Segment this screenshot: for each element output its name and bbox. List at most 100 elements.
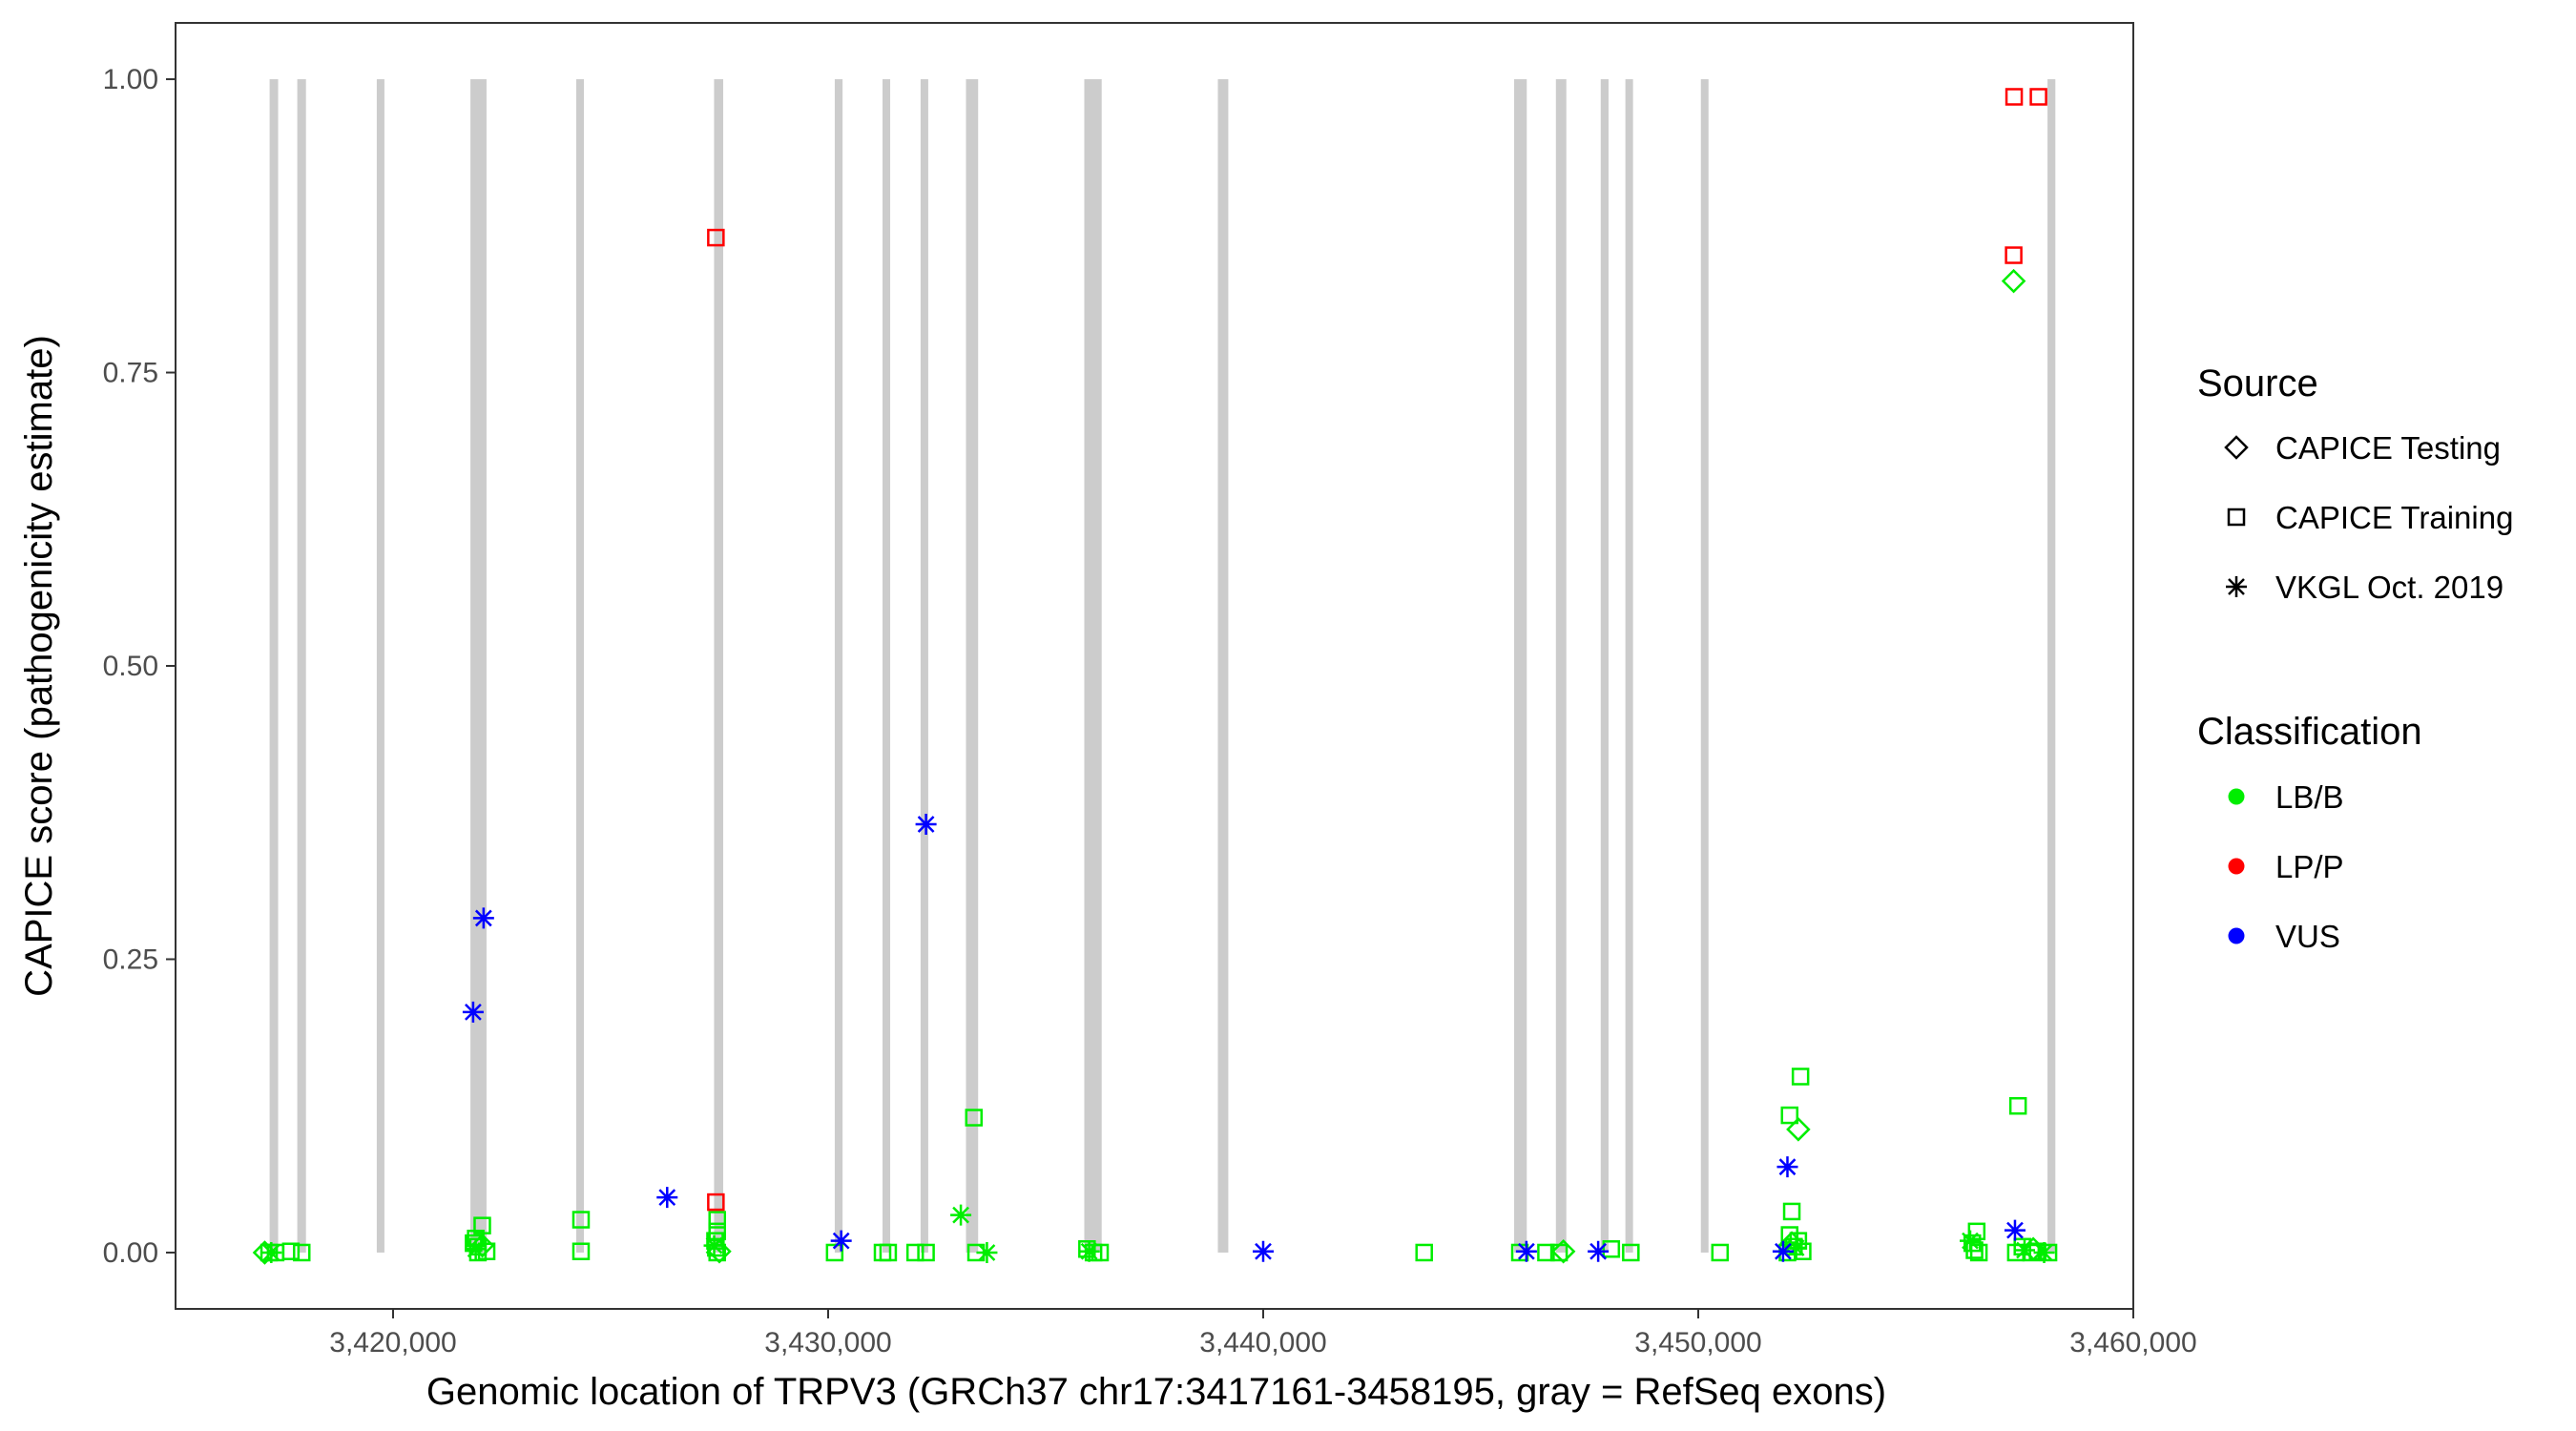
exon-band: [834, 79, 843, 1253]
exon-band: [1217, 79, 1229, 1253]
legend-key-square: [2227, 508, 2246, 527]
data-point: [830, 1230, 852, 1252]
data-point: [1782, 1202, 1801, 1221]
data-point: [292, 1243, 311, 1262]
y-tick-label: 0.75: [103, 358, 158, 389]
data-point: [2005, 88, 2024, 106]
data-point: [1780, 1106, 1799, 1125]
data-point: [462, 1001, 484, 1023]
data-point: [260, 1241, 282, 1263]
data-point: [2004, 1219, 2025, 1241]
data-point: [1602, 1240, 1621, 1258]
data-point: [917, 1243, 935, 1262]
data-point: [707, 228, 725, 247]
legend-key-dot: [2228, 788, 2245, 805]
plot-panel-border: [175, 22, 2134, 1310]
data-point: [1253, 1240, 1274, 1262]
data-point: [1622, 1243, 1640, 1262]
legend-source-label: CAPICE Training: [2275, 500, 2513, 535]
exon-band: [966, 79, 979, 1253]
exon-band: [1600, 79, 1609, 1253]
exon-bands: [269, 79, 2056, 1253]
data-point: [879, 1243, 898, 1262]
exon-band: [920, 79, 928, 1253]
data-point: [1515, 1240, 1537, 1262]
data-point: [2001, 268, 2026, 294]
y-axis-title: CAPICE score (pathogenicity estimate): [18, 335, 60, 997]
data-point: [571, 1211, 591, 1229]
x-tick-label: 3,420,000: [329, 1327, 456, 1358]
data-point: [1786, 1117, 1811, 1142]
data-point: [1772, 1240, 1794, 1262]
exon-band: [297, 79, 306, 1253]
data-point: [1791, 1068, 1810, 1086]
legend-classification-title: Classification: [2197, 711, 2422, 753]
data-point: [976, 1241, 998, 1263]
data-point: [2008, 1096, 2027, 1115]
data-point: [950, 1204, 972, 1226]
data-point: [905, 1243, 924, 1262]
data-point: [1776, 1156, 1798, 1178]
exon-band: [1700, 79, 1709, 1253]
x-tick-label: 3,460,000: [2069, 1327, 2196, 1358]
exon-band: [1625, 79, 1633, 1253]
exon-band: [2047, 79, 2056, 1253]
data-point: [1711, 1243, 1730, 1262]
data-point: [1550, 1238, 1576, 1264]
data-point: [1779, 1231, 1804, 1255]
legend-source-title: Source: [2197, 363, 2318, 404]
data-point: [2029, 88, 2047, 106]
data-point: [1965, 1241, 1984, 1259]
data-point: [707, 1238, 732, 1264]
axes: 0.00 0.25 0.50 0.75 1.00 3,420,000 3,430,000 3,…: [103, 64, 2197, 1358]
x-tick-label: 3,440,000: [1199, 1327, 1326, 1358]
data-point: [472, 907, 494, 929]
legend: Source CAPICE Testing CAPICE Training VKGL …: [2197, 363, 2513, 954]
series-lbb: [252, 268, 2058, 1265]
data-point: [915, 814, 937, 836]
exon-band: [1514, 79, 1527, 1253]
data-point: [2021, 1236, 2046, 1262]
legend-source-label: CAPICE Testing: [2275, 430, 2501, 466]
legend-source-label: VKGL Oct. 2019: [2275, 570, 2503, 605]
legend-key-dot: [2228, 858, 2245, 875]
data-point: [825, 1243, 844, 1262]
data-point: [1960, 1230, 1981, 1252]
legend-classification-label: LP/P: [2275, 849, 2344, 884]
data-point: [656, 1187, 678, 1209]
legend-key-diamond: [2224, 435, 2249, 460]
x-axis-title: Genomic location of TRPV3 (GRCh37 chr17:…: [426, 1371, 1886, 1413]
data-point: [2005, 246, 2023, 264]
data-point: [1415, 1243, 1433, 1262]
data-point: [965, 1109, 984, 1127]
exon-band: [714, 79, 724, 1253]
legend-key-asterisk: [2226, 576, 2247, 597]
exon-band: [576, 79, 585, 1253]
y-tick-label: 0.25: [103, 944, 158, 975]
data-point: [1969, 1243, 1988, 1262]
y-tick-label: 0.00: [103, 1237, 158, 1269]
data-point: [707, 1192, 725, 1212]
legend-classification-label: VUS: [2275, 919, 2340, 954]
data-point: [571, 1242, 591, 1260]
exon-band: [269, 79, 279, 1253]
exon-band: [1084, 79, 1102, 1253]
exon-band: [883, 79, 891, 1253]
data-point: [2033, 1241, 2055, 1263]
series-vus: [462, 814, 2025, 1262]
y-tick-label: 0.50: [103, 651, 158, 682]
x-tick-label: 3,430,000: [764, 1327, 891, 1358]
data-point: [1588, 1240, 1610, 1262]
data-point: [252, 1240, 278, 1265]
exon-band: [470, 79, 487, 1253]
data-point: [281, 1242, 301, 1260]
exon-band: [1555, 79, 1567, 1253]
y-tick-label: 1.00: [103, 64, 158, 95]
data-point: [469, 1233, 495, 1258]
legend-key-dot: [2228, 927, 2245, 944]
data-point: [708, 1222, 726, 1241]
legend-classification-label: LB/B: [2275, 779, 2344, 815]
series-lpp: [707, 88, 2047, 1212]
data-point: [473, 1216, 491, 1234]
